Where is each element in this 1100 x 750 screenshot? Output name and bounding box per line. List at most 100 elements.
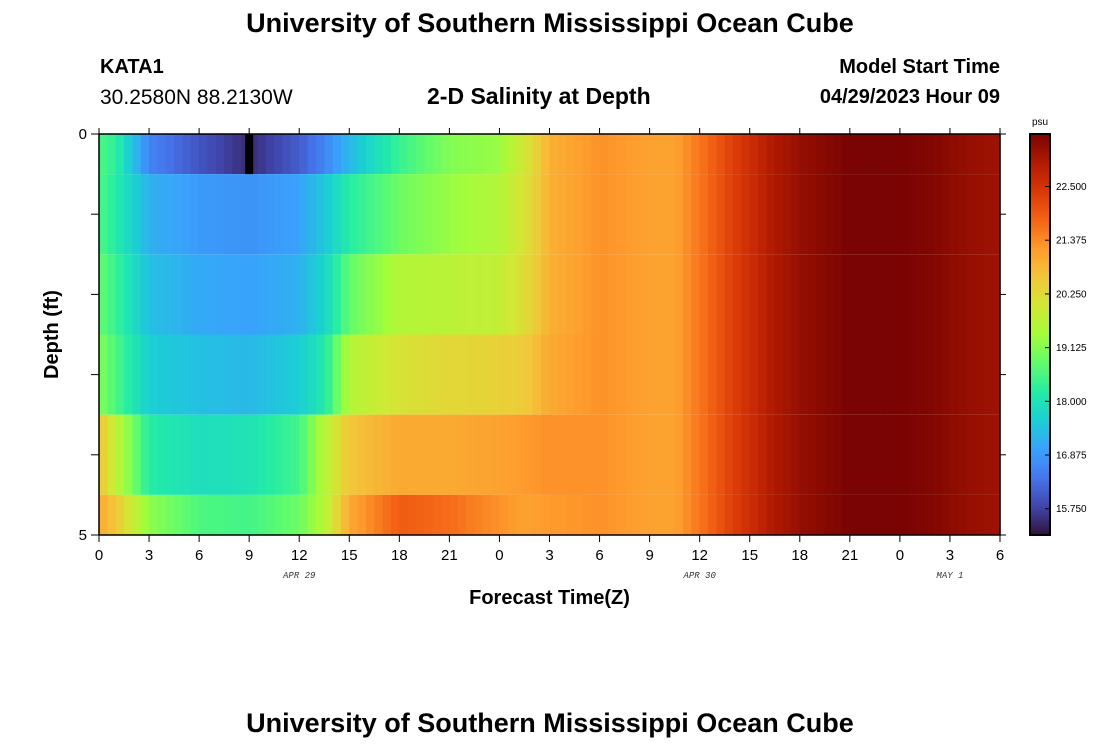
heatmap-cell xyxy=(390,134,400,175)
heatmap-cell xyxy=(624,334,634,415)
heatmap-cell xyxy=(524,134,534,175)
heatmap-cell xyxy=(432,414,442,495)
heatmap-cell xyxy=(532,254,542,335)
colorbar-tick-label: 19.125 xyxy=(1056,343,1087,354)
heatmap-cell xyxy=(949,334,959,415)
heatmap-cell xyxy=(858,334,868,415)
heatmap-cell xyxy=(632,254,642,335)
heatmap-cell xyxy=(808,334,818,415)
heatmap-cell xyxy=(449,414,459,495)
heatmap-cell xyxy=(249,334,259,415)
heatmap-cell xyxy=(824,174,834,255)
heatmap-cell xyxy=(632,494,642,535)
heatmap-cell xyxy=(407,254,417,335)
colorbar-tick-label: 20.250 xyxy=(1056,289,1087,300)
heatmap-cell xyxy=(599,494,609,535)
heatmap-cell xyxy=(466,494,476,535)
heatmap-cell xyxy=(516,134,526,175)
heatmap-cell xyxy=(190,174,200,255)
heatmap-cell xyxy=(841,494,851,535)
heatmap-cell xyxy=(516,334,526,415)
heatmap-cell xyxy=(466,414,476,495)
heatmap-cell xyxy=(816,174,826,255)
heatmap-cell xyxy=(949,174,959,255)
heatmap-cell xyxy=(783,134,793,175)
heatmap-cell xyxy=(766,334,776,415)
heatmap-cell xyxy=(499,254,509,335)
heatmap-cell xyxy=(966,334,976,415)
heatmap-cell xyxy=(566,334,576,415)
heatmap-cell xyxy=(140,174,150,255)
heatmap-cell xyxy=(833,334,843,415)
heatmap-cell xyxy=(190,494,200,535)
heatmap-cell xyxy=(124,134,133,175)
colorbar: 15.750 16.875 18.000 19.125 20.250 21.375 22.5… xyxy=(1029,117,1087,536)
heatmap-cell xyxy=(733,494,742,535)
heatmap-cell xyxy=(482,174,492,255)
heatmap-cell xyxy=(941,254,951,335)
heatmap-cell xyxy=(824,134,834,175)
heatmap-cell xyxy=(974,174,984,255)
heatmap-cell xyxy=(407,134,417,175)
heatmap-cell xyxy=(140,334,150,415)
heatmap-cell xyxy=(182,174,192,255)
heatmap-cell xyxy=(733,134,742,175)
heatmap-cell xyxy=(591,174,601,255)
heatmap-cell xyxy=(215,134,225,175)
heatmap-cell xyxy=(507,494,517,535)
heatmap-cell xyxy=(799,414,809,495)
heatmap-cell xyxy=(858,174,868,255)
heatmap-cell xyxy=(816,134,826,175)
heatmap-cell xyxy=(591,134,601,175)
heatmap-cell xyxy=(449,174,459,255)
heatmap-cell xyxy=(708,334,717,415)
heatmap-cell xyxy=(174,334,184,415)
heatmap-cell xyxy=(691,414,701,495)
x-tick-label: 18 xyxy=(791,547,808,564)
heatmap-cell xyxy=(908,254,918,335)
heatmap-cell xyxy=(682,414,692,495)
heatmap-cell xyxy=(866,494,876,535)
heatmap-cell xyxy=(966,414,976,495)
heatmap-cell xyxy=(499,334,509,415)
heatmap-cell xyxy=(866,254,876,335)
heatmap-cell xyxy=(532,174,542,255)
day-label: APR 29 xyxy=(282,571,316,581)
heatmap-cell xyxy=(607,494,617,535)
heatmap-cell xyxy=(441,254,450,335)
heatmap-cell xyxy=(891,134,901,175)
heatmap-cell xyxy=(541,494,551,535)
heatmap-cell xyxy=(466,174,476,255)
heatmap-cell xyxy=(891,414,901,495)
x-tick-label: 21 xyxy=(841,547,858,564)
heatmap-cell xyxy=(399,254,409,335)
heatmap-cell xyxy=(207,494,217,535)
heatmap-cell xyxy=(382,254,392,335)
heatmap-cell xyxy=(482,134,492,175)
heatmap-cell xyxy=(899,174,909,255)
heatmap-cell xyxy=(657,134,667,175)
heatmap-cell xyxy=(315,174,325,255)
heatmap-cell xyxy=(841,134,851,175)
heatmap-cell xyxy=(741,254,751,335)
heatmap-cell xyxy=(524,174,534,255)
heatmap-cell xyxy=(874,174,884,255)
heatmap-cell xyxy=(491,134,501,175)
heatmap-cell xyxy=(966,134,976,175)
heatmap-cell xyxy=(816,254,826,335)
heatmap-cell xyxy=(107,174,117,255)
heatmap-cell xyxy=(449,134,459,175)
heatmap-cell xyxy=(157,254,167,335)
footer-title: University of Southern Mississippi Ocean… xyxy=(246,708,854,738)
heatmap-cell xyxy=(315,134,325,175)
heatmap-cell xyxy=(774,494,784,535)
heatmap-cell xyxy=(232,494,242,535)
heatmap-cell xyxy=(441,174,450,255)
heatmap-cell xyxy=(883,334,893,415)
heatmap-cell xyxy=(232,414,242,495)
heatmap-cell xyxy=(365,254,375,335)
heatmap-cell xyxy=(983,334,993,415)
heatmap-cell xyxy=(507,134,517,175)
heatmap-cell xyxy=(641,174,651,255)
heatmap-cell xyxy=(482,414,492,495)
